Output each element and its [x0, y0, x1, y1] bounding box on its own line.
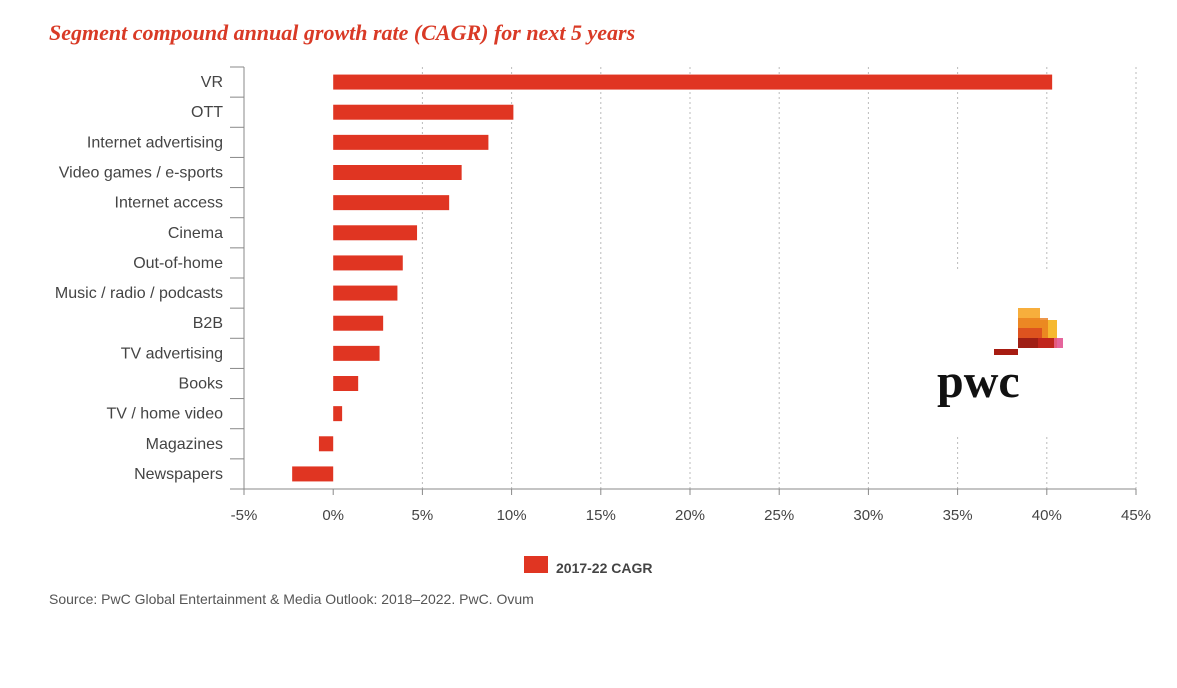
bars: [292, 75, 1052, 482]
bar: [333, 346, 379, 361]
x-tick-label: 45%: [1121, 507, 1151, 524]
category-label: Books: [179, 376, 223, 393]
category-label: Music / radio / podcasts: [55, 285, 223, 302]
category-label: VR: [201, 74, 223, 91]
category-label: Internet access: [115, 195, 224, 212]
legend-label-2017-22-cagr: 2017-22 CAGR: [556, 560, 653, 576]
legend-swatch: [524, 556, 548, 573]
x-tick-label: 10%: [497, 507, 527, 524]
bar: [333, 105, 513, 120]
pwc-logo-text: pwc: [937, 355, 1020, 408]
x-tick-label: 25%: [764, 507, 794, 524]
x-tick-label: 35%: [943, 507, 973, 524]
bar: [333, 376, 358, 391]
category-label: OTT: [191, 104, 223, 121]
gridlines: [422, 67, 1136, 489]
bar: [333, 225, 417, 240]
bar: [333, 286, 397, 301]
bar: [333, 75, 1052, 90]
category-label: TV advertising: [121, 345, 223, 362]
x-tick-label: -5%: [231, 507, 258, 524]
legend: 2017-22 CAGR: [524, 556, 653, 576]
source-note: Source: PwC Global Entertainment & Media…: [49, 591, 534, 607]
category-label: Out-of-home: [133, 255, 223, 272]
category-label: B2B: [193, 315, 223, 332]
bar: [333, 316, 383, 331]
x-tick-label: 0%: [322, 507, 344, 524]
category-label: Cinema: [168, 225, 223, 242]
bar: [292, 466, 333, 481]
category-labels: VR OTT Internet advertising Video games / e…: [55, 74, 223, 483]
x-tick-label: 5%: [412, 507, 434, 524]
x-tick-label: 40%: [1032, 507, 1062, 524]
x-tick-labels: -5% 0% 5% 10% 15% 20% 25% 30% 35% 40% 45%: [231, 507, 1151, 524]
x-tick-label: 30%: [853, 507, 883, 524]
axes: [230, 67, 1136, 495]
category-label: TV / home video: [107, 406, 224, 423]
bar: [333, 135, 488, 150]
category-label: Magazines: [146, 436, 223, 453]
x-tick-label: 20%: [675, 507, 705, 524]
category-label: Newspapers: [134, 466, 223, 483]
x-tick-label: 15%: [586, 507, 616, 524]
bar: [333, 165, 461, 180]
bar: [333, 406, 342, 421]
pwc-logo: pwc: [937, 308, 1063, 408]
category-label: Video games / e-sports: [59, 165, 223, 182]
category-label: Internet advertising: [87, 134, 223, 151]
bar-chart: VR OTT Internet advertising Video games / e…: [0, 0, 1177, 688]
bar: [333, 195, 449, 210]
bar: [319, 436, 333, 451]
bar: [333, 255, 403, 270]
